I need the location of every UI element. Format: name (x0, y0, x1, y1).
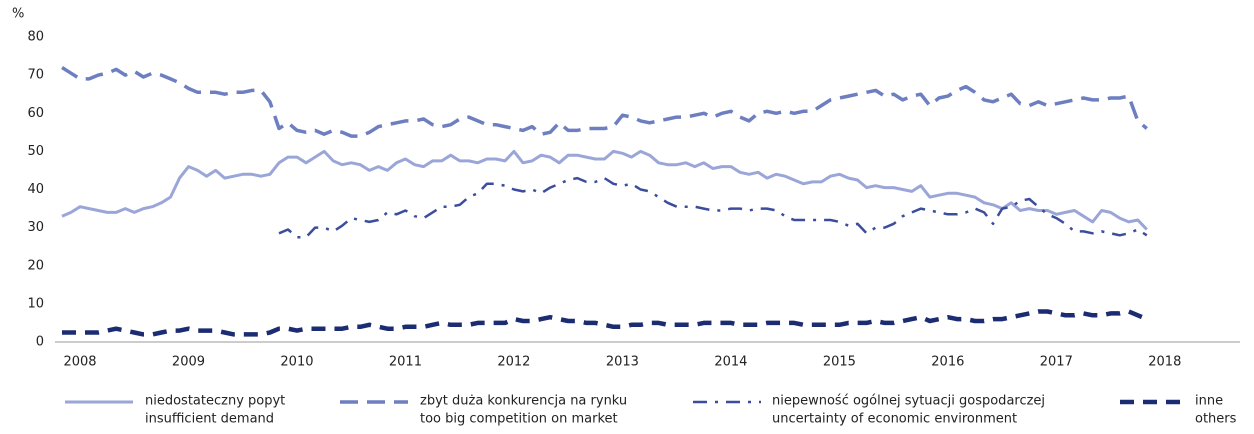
x-tick-label: 2008 (63, 355, 96, 370)
series-line (61, 149, 1148, 231)
y-tick-label: 60 (27, 106, 44, 121)
y-tick-label: 80 (27, 30, 44, 45)
x-tick-label: 2010 (280, 355, 313, 370)
y-tick-label: 30 (27, 220, 44, 235)
y-tick-label: 20 (27, 258, 44, 273)
legend-label: too big competition on market (420, 412, 618, 427)
series-line (62, 309, 1148, 337)
legend-label: zbyt duża konkurencja na rynku (420, 394, 627, 409)
y-tick-label: 10 (27, 296, 44, 311)
x-tick-label: 2009 (172, 355, 205, 370)
series-line (61, 66, 1148, 138)
legend-label: inne (1195, 394, 1223, 409)
x-tick-label: 2012 (497, 355, 530, 370)
x-tick-label: 2016 (931, 355, 964, 370)
x-tick-label: 2015 (823, 355, 856, 370)
x-tick-label: 2014 (714, 355, 747, 370)
legend-label: niedostateczny popyt (145, 394, 285, 409)
y-tick-label: 40 (27, 182, 44, 197)
x-tick-label: 2018 (1148, 355, 1181, 370)
legend-label: niepewność ogólnej sytuacji gospodarczej (772, 394, 1045, 409)
legend-label: uncertainty of economic environment (772, 412, 1017, 427)
y-tick-label: 0 (36, 335, 44, 350)
x-tick-label: 2013 (606, 355, 639, 370)
x-tick-label: 2017 (1040, 355, 1073, 370)
y-axis-label: % (12, 7, 24, 22)
y-tick-label: 50 (27, 144, 44, 159)
legend-label: insufficient demand (145, 412, 274, 427)
x-tick-label: 2011 (389, 355, 422, 370)
y-tick-label: 70 (27, 68, 44, 83)
series-line (278, 176, 1148, 239)
legend-label: others (1195, 412, 1237, 427)
